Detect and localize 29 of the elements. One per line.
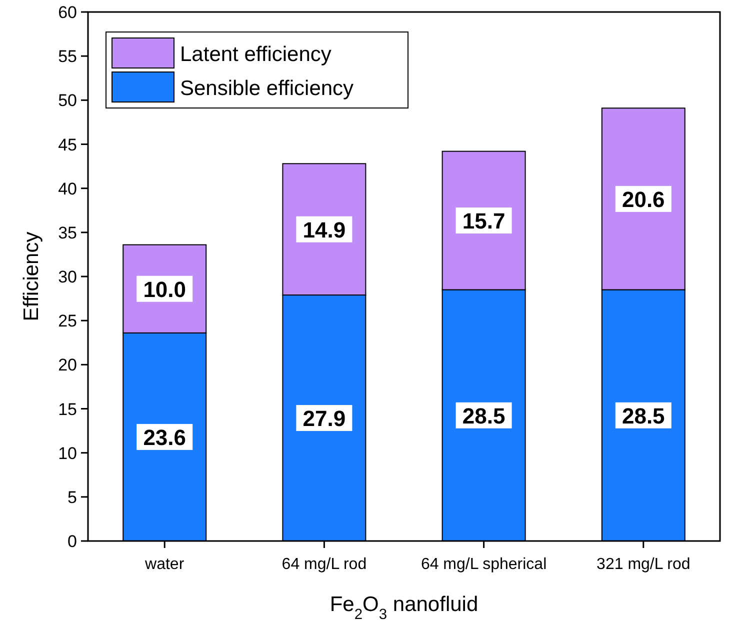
y-tick-label: 15 [58,400,77,419]
legend-label: Latent efficiency [180,43,332,66]
x-tick-label: 64 mg/L spherical [420,556,547,573]
y-tick-label: 55 [58,47,77,66]
data-label: 15.7 [462,208,506,234]
data-label: 20.6 [622,186,665,212]
x-axis-title: Fe$_{2}$O$_{3}$ nanofluid [330,593,478,623]
y-tick-label: 30 [58,268,77,286]
data-label: 14.9 [302,217,346,242]
y-tick-label: 45 [58,135,77,154]
y-tick-label: 35 [58,223,77,242]
y-tick-label: 40 [58,179,77,198]
x-tick-label: water [144,556,185,573]
y-tick-label: 0 [68,532,77,551]
data-label: 10.0 [143,276,186,302]
y-tick-label: 10 [58,444,77,463]
x-tick-label: 321 mg/L rod [596,556,690,573]
data-label: 27.9 [302,406,346,432]
data-label: 28.5 [462,403,506,428]
y-tick-label: 60 [58,3,77,22]
y-tick-label: 25 [58,312,77,331]
y-tick-label: 50 [58,91,77,110]
y-tick-label: 20 [58,356,77,375]
y-tick-label: 5 [68,488,77,507]
y-axis-title: Efficiency [20,231,43,322]
x-tick-label: 64 mg/L rod [282,556,367,573]
legend-label: Sensible efficiency [180,77,354,100]
data-label: 28.5 [622,403,665,428]
data-label: 23.6 [143,424,186,450]
